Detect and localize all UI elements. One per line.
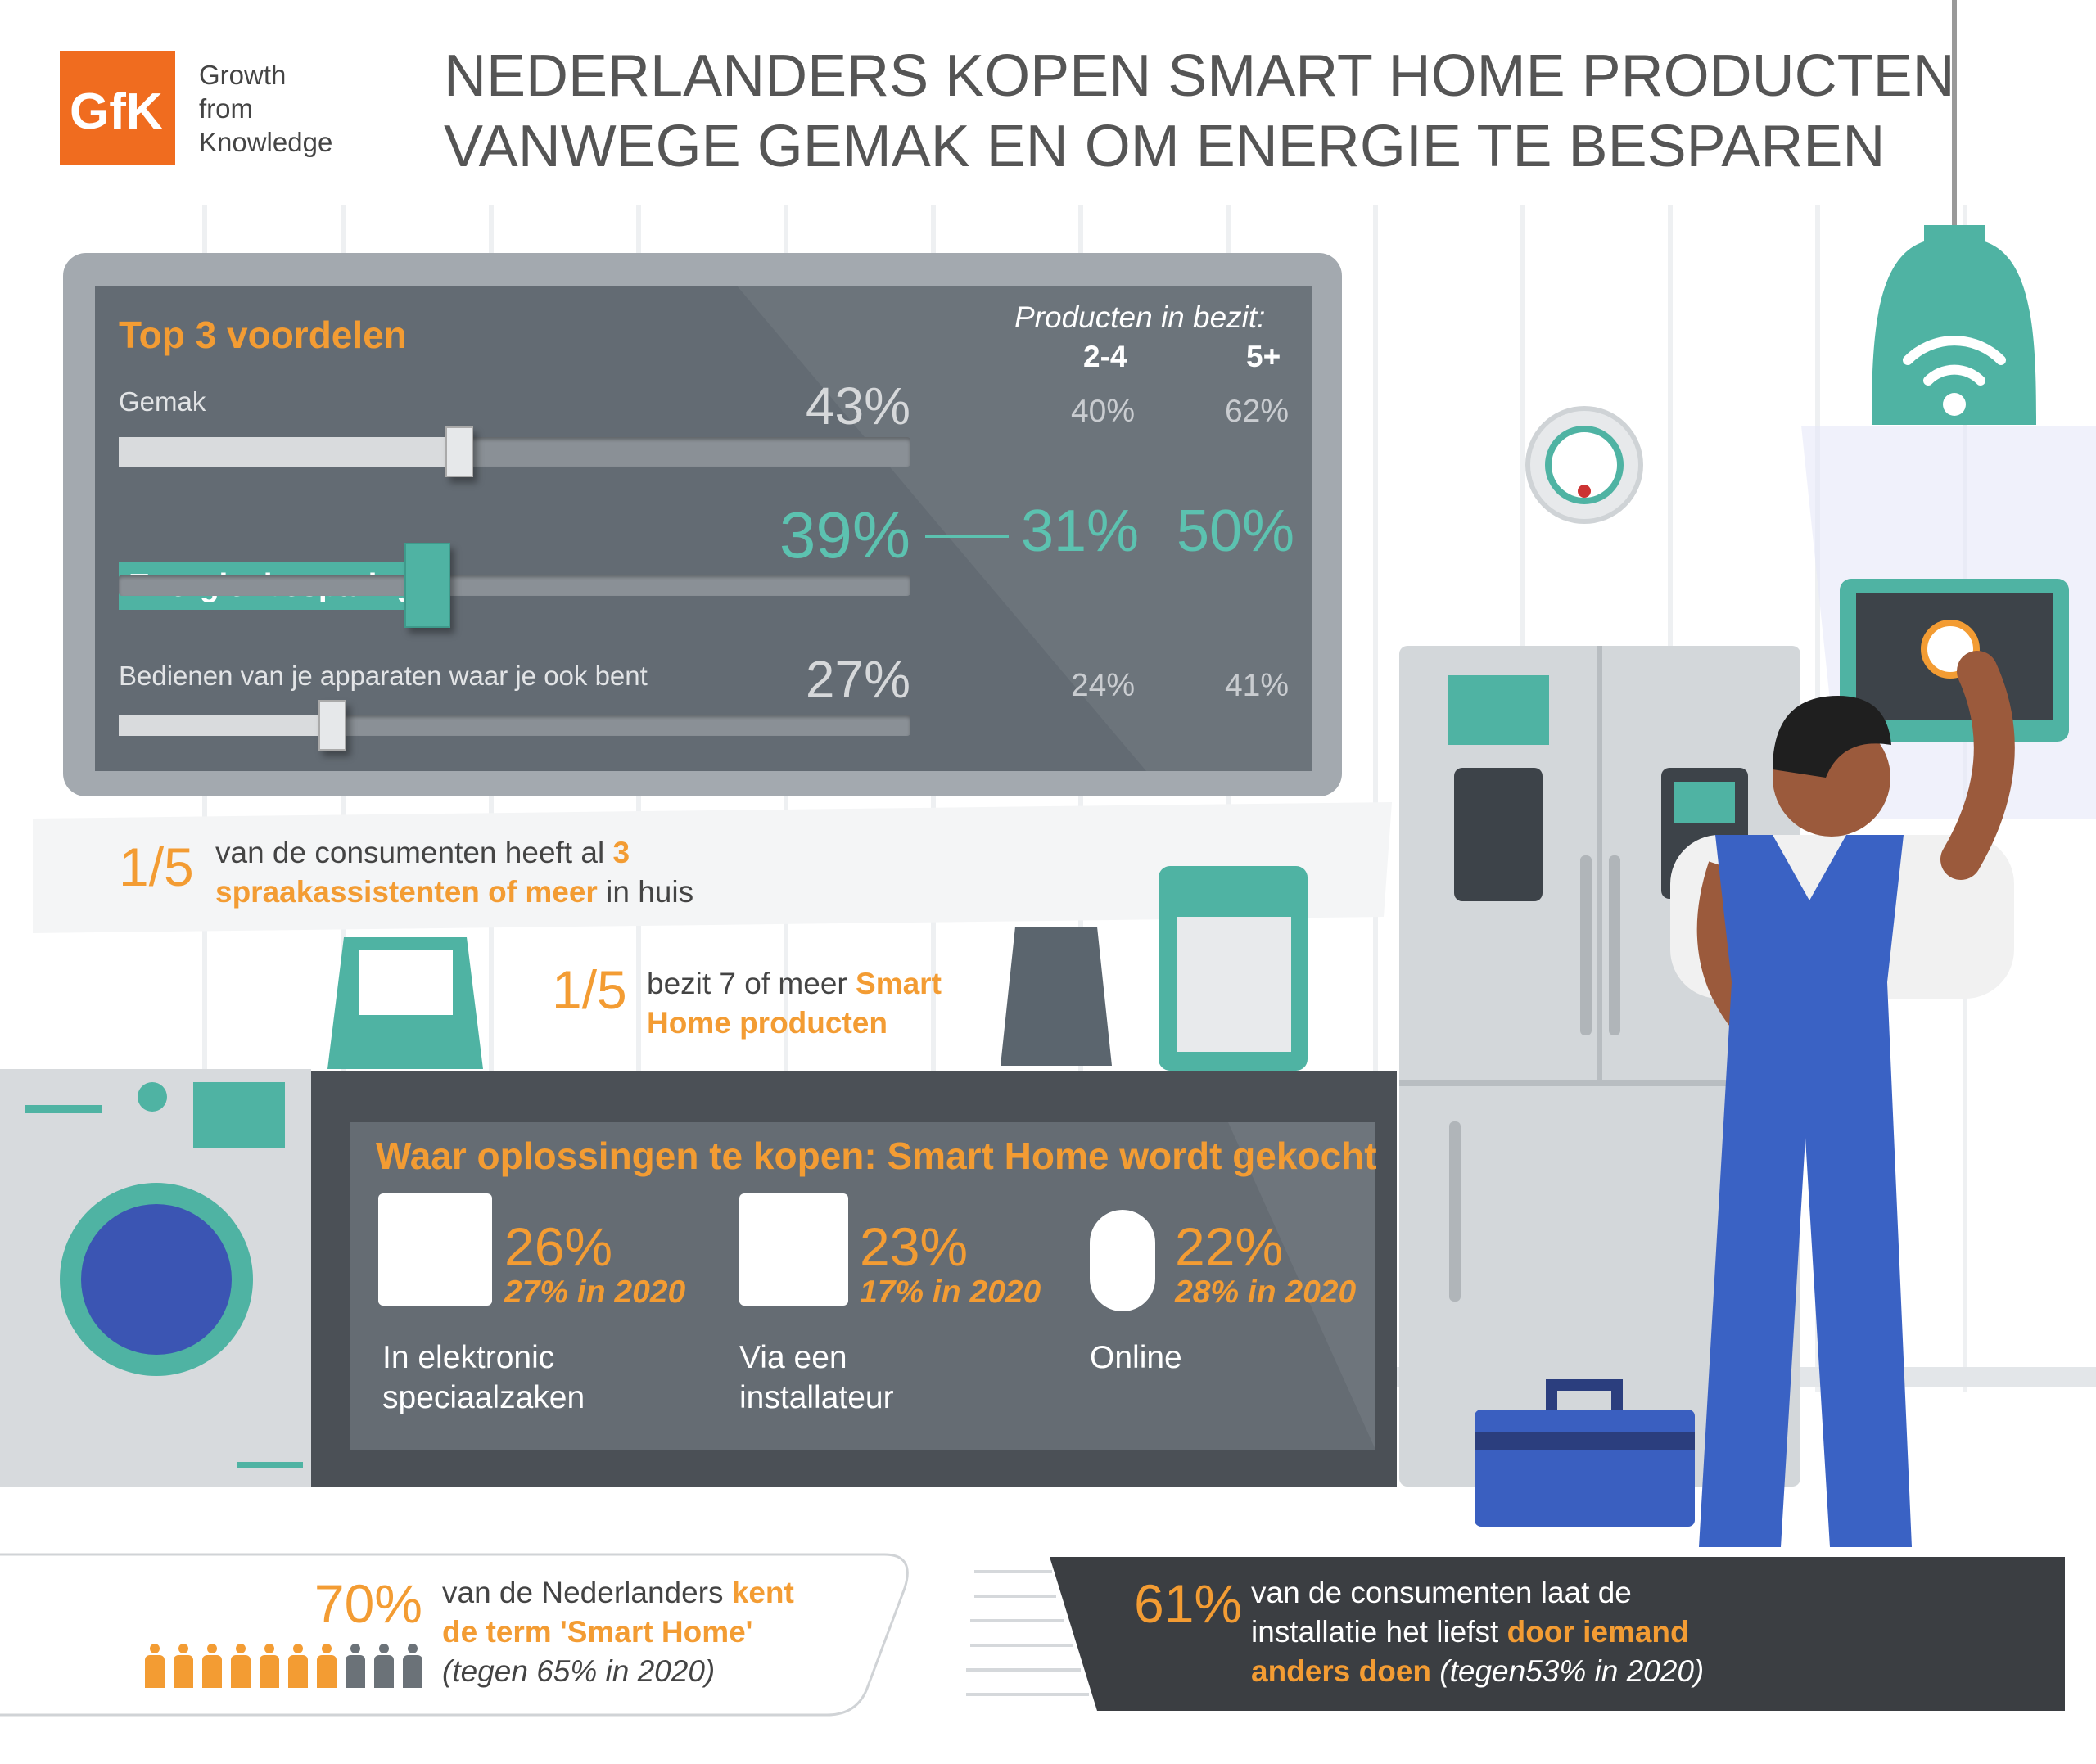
person-body <box>231 1655 251 1688</box>
benefit-label: Bedienen van je apparaten waar je ook be… <box>119 661 648 691</box>
slider-knob <box>404 543 451 628</box>
benefit-value: 43% <box>805 377 910 435</box>
channel-value: 22% <box>1175 1216 1284 1277</box>
benefit-owned: 40% <box>1070 394 1136 429</box>
title: NEDERLANDERS KOPEN SMART HOME PRODUCTEN <box>444 43 1955 109</box>
fact-text: van de consumenten heeft al 3 spraakassi… <box>215 833 707 912</box>
fact-text-part: bezit 7 of meer <box>647 967 856 1000</box>
installation-text-part: door iemand anders doen <box>1251 1615 1689 1689</box>
fact-fraction: 1/5 <box>119 837 194 897</box>
channels-title: Waar oplossingen te kopen: Smart Home wo… <box>376 1135 1377 1177</box>
channel-value: 26% <box>504 1216 613 1277</box>
installation-text-part: van de consumenten laat de installatie h… <box>1251 1576 1632 1649</box>
fact-text-part: 3 spraakassistenten of meer <box>215 836 630 909</box>
benefits-title: Top 3 voordelen <box>119 314 407 356</box>
benefit-owned: 24% <box>1070 668 1136 703</box>
awareness-text-part: van de Nederlanders <box>442 1576 732 1609</box>
person-body <box>202 1655 222 1688</box>
person-icon <box>201 1644 224 1688</box>
person-body <box>145 1655 165 1688</box>
person-body <box>346 1655 365 1688</box>
person-icon <box>287 1644 309 1688</box>
person-icon <box>229 1644 252 1688</box>
installation-text-part: (tegen53% in 2020) <box>1431 1654 1705 1689</box>
logo-tagline: Knowledge <box>199 127 333 157</box>
fact-text: bezit 7 of meer Smart Home producten <box>647 964 974 1043</box>
title: VANWEGE GEMAK EN OM ENERGIE TE BESPAREN <box>444 114 1886 179</box>
person-body <box>374 1655 394 1688</box>
channel-label: installateur <box>739 1380 894 1415</box>
people-icons <box>143 1644 426 1688</box>
owned-label: Producten in bezit: <box>1014 300 1266 334</box>
person-body <box>174 1655 193 1688</box>
person-body <box>317 1655 337 1688</box>
channel-previous: 17% in 2020 <box>860 1275 1041 1310</box>
slider-fill <box>119 437 459 467</box>
channel-label: speciaalzaken <box>382 1380 585 1415</box>
benefit-owned: 50% <box>1176 499 1295 564</box>
benefit-value: 39% <box>779 499 910 571</box>
awareness-text-part: kent de term 'Smart Home' <box>442 1576 794 1649</box>
person-icon <box>315 1644 338 1688</box>
benefit-owned: 41% <box>1224 668 1290 703</box>
channel-value: 23% <box>860 1216 969 1277</box>
channel-label: Online <box>1090 1340 1182 1375</box>
logo-tagline: from <box>199 93 253 124</box>
owned-column: 2-4 <box>1083 340 1127 373</box>
logo-brand: GfK <box>70 83 163 140</box>
person-head <box>379 1644 389 1653</box>
person-icon <box>258 1644 281 1688</box>
channel-label: In elektronic <box>382 1340 555 1375</box>
person-icon <box>143 1644 166 1688</box>
person-body <box>288 1655 308 1688</box>
person-body <box>403 1655 422 1688</box>
fact-text-part: in huis <box>597 875 694 909</box>
fact-fraction: 1/5 <box>552 959 627 1020</box>
fact-text-part: van de consumenten heeft al <box>215 836 613 869</box>
installation-value: 61% <box>1134 1573 1243 1634</box>
person-body <box>260 1655 279 1688</box>
slider-knob <box>318 700 347 751</box>
person-icon <box>172 1644 195 1688</box>
owned-column: 5+ <box>1246 340 1281 373</box>
person-head <box>207 1644 217 1653</box>
channel-label: Via een <box>739 1340 847 1375</box>
person-head <box>293 1644 303 1653</box>
person-head <box>178 1644 188 1653</box>
slider-knob <box>445 426 473 477</box>
awareness-text: van de Nederlanders kent de term 'Smart … <box>442 1573 827 1691</box>
person-icon <box>344 1644 367 1688</box>
benefit-label: Gemak <box>119 386 206 417</box>
person-head <box>264 1644 274 1653</box>
channel-previous: 27% in 2020 <box>504 1275 686 1310</box>
awareness-value: 70% <box>314 1573 422 1634</box>
person-head <box>150 1644 160 1653</box>
slider-fill <box>119 715 333 736</box>
benefit-owned: 62% <box>1224 394 1290 429</box>
fact-text-part: Smart Home producten <box>647 967 942 1040</box>
benefit-value: 27% <box>805 650 910 709</box>
connector <box>925 535 1009 538</box>
slider-track <box>119 575 910 596</box>
person-icon <box>401 1644 424 1688</box>
benefit-owned: 31% <box>1020 499 1140 564</box>
installation-text: van de consumenten laat de installatie h… <box>1251 1573 1734 1691</box>
person-head <box>408 1644 418 1653</box>
logo-tagline: Growth <box>199 60 287 90</box>
awareness-text-part: (tegen 65% in 2020) <box>442 1654 716 1689</box>
person-head <box>236 1644 246 1653</box>
person-head <box>322 1644 332 1653</box>
person-head <box>350 1644 360 1653</box>
channel-previous: 28% in 2020 <box>1175 1275 1357 1310</box>
person-icon <box>373 1644 395 1688</box>
